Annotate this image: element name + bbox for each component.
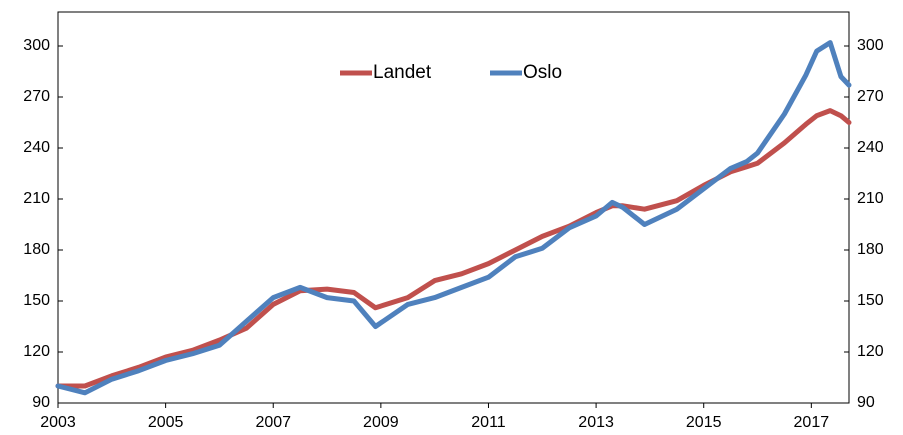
x-tick-label: 2017 xyxy=(794,414,830,431)
y2-tick-label: 300 xyxy=(857,37,884,54)
x-tick-label: 2015 xyxy=(686,414,722,431)
y2-tick-label: 90 xyxy=(857,394,875,411)
plot-frame xyxy=(57,11,850,404)
y2-tick-label: 150 xyxy=(857,292,884,309)
y-tick-label: 300 xyxy=(23,37,50,54)
data-line xyxy=(55,40,852,396)
x-tick-label: 2005 xyxy=(148,414,184,431)
y-tick-label: 90 xyxy=(32,394,50,411)
legend-label: Oslo xyxy=(523,62,562,83)
y-tick-label: 180 xyxy=(23,241,50,258)
y2-tick-label: 120 xyxy=(857,343,884,360)
x-tick-label: 2011 xyxy=(471,414,506,431)
y-tick-label: 240 xyxy=(23,139,50,156)
x-tick-label: 2003 xyxy=(40,414,76,431)
x-tick-label: 2009 xyxy=(363,414,399,431)
legend-label: Landet xyxy=(373,62,432,83)
y2-tick-label: 270 xyxy=(857,88,884,105)
data-line xyxy=(55,108,852,389)
y2-tick-label: 180 xyxy=(857,241,884,258)
x-tick-label: 2013 xyxy=(578,414,614,431)
y-tick-label: 120 xyxy=(23,343,50,360)
y2-tick-label: 210 xyxy=(857,190,884,207)
y-tick-label: 210 xyxy=(23,190,50,207)
y-tick-label: 150 xyxy=(23,292,50,309)
y-tick-label: 270 xyxy=(23,88,50,105)
y2-tick-label: 240 xyxy=(857,139,884,156)
x-tick-label: 2007 xyxy=(255,414,291,431)
